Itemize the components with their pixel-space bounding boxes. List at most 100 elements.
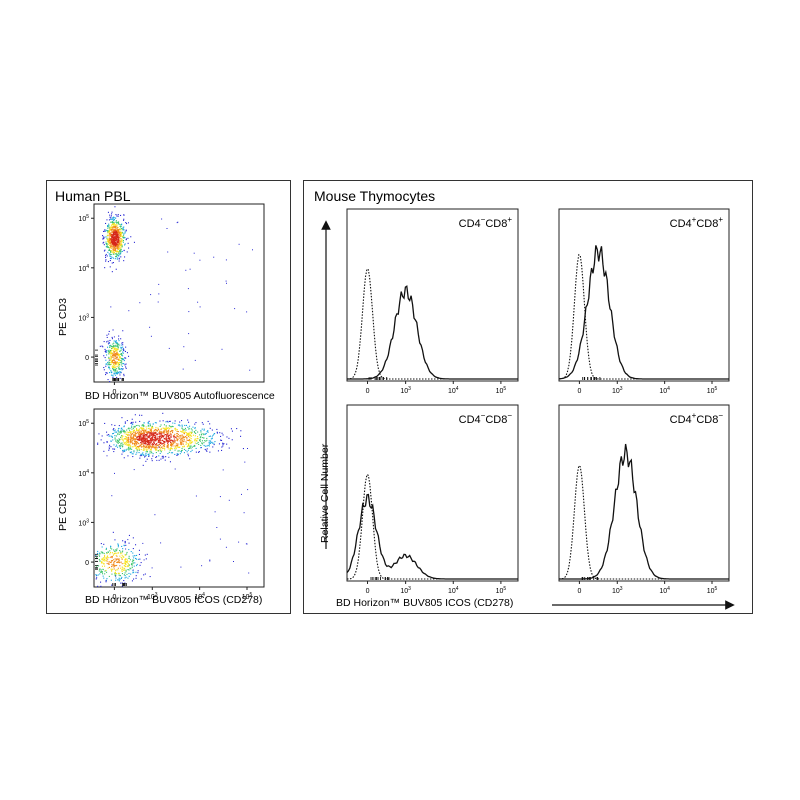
event-dot xyxy=(115,366,117,368)
event-dot xyxy=(105,547,107,549)
event-dot xyxy=(127,237,129,239)
event-dot xyxy=(111,570,113,572)
event-dot xyxy=(195,432,197,434)
event-dot xyxy=(143,454,145,456)
event-dot xyxy=(117,237,119,239)
event-dot xyxy=(152,437,154,439)
event-dot xyxy=(111,229,113,231)
event-dot xyxy=(148,445,150,447)
event-dot xyxy=(95,574,97,576)
event-dot xyxy=(113,240,115,242)
event-dot xyxy=(118,561,120,563)
event-dot xyxy=(117,250,119,252)
event-dot xyxy=(168,456,170,458)
event-dot xyxy=(117,253,119,255)
event-dot xyxy=(111,371,113,373)
event-dot xyxy=(102,575,104,577)
event-dot xyxy=(151,425,153,427)
event-dot xyxy=(194,439,196,441)
event-dot xyxy=(99,553,101,555)
event-dot xyxy=(196,440,198,442)
event-dot xyxy=(123,237,125,239)
event-dot xyxy=(115,256,117,258)
event-dot xyxy=(115,340,117,342)
event-dot xyxy=(114,437,116,439)
event-dot xyxy=(142,444,144,446)
event-dot xyxy=(119,439,121,441)
event-dot xyxy=(180,444,182,446)
event-dot xyxy=(117,348,119,350)
event-dot xyxy=(184,431,186,433)
event-dot xyxy=(158,283,160,285)
event-dot xyxy=(203,444,205,446)
event-dot xyxy=(172,432,174,434)
event-dot xyxy=(204,440,206,442)
event-dot xyxy=(109,239,111,241)
event-dot xyxy=(127,436,129,438)
event-dot xyxy=(182,437,184,439)
event-dot xyxy=(160,437,162,439)
event-dot xyxy=(117,344,119,346)
event-dot xyxy=(107,567,109,569)
event-dot xyxy=(196,438,198,440)
event-dot xyxy=(109,218,111,220)
event-dot xyxy=(108,350,110,352)
event-dot xyxy=(138,438,140,440)
event-dot xyxy=(169,440,171,442)
event-dot xyxy=(103,250,105,252)
event-dot xyxy=(103,450,105,452)
population-label: CD4+CD8+ xyxy=(670,215,724,230)
event-dot xyxy=(153,447,155,449)
event-dot xyxy=(105,351,107,353)
event-dot xyxy=(115,579,117,581)
event-dot xyxy=(125,239,127,241)
event-dot xyxy=(171,448,173,450)
event-dot xyxy=(187,426,189,428)
event-dot xyxy=(116,352,118,354)
event-dot xyxy=(122,358,124,360)
event-dot xyxy=(125,544,127,546)
event-dot xyxy=(120,241,122,243)
event-dot xyxy=(112,251,114,253)
event-dot xyxy=(138,429,140,431)
event-dot xyxy=(161,447,163,449)
event-dot xyxy=(183,432,185,434)
event-dot xyxy=(121,417,123,419)
event-dot xyxy=(107,211,109,213)
event-dot xyxy=(116,358,118,360)
event-dot xyxy=(111,548,113,550)
event-dot xyxy=(112,354,114,356)
event-dot xyxy=(115,239,117,241)
event-dot xyxy=(111,236,113,238)
event-dot xyxy=(182,368,184,370)
event-dot xyxy=(173,438,175,440)
event-dot xyxy=(109,214,111,216)
event-dot xyxy=(151,446,153,448)
event-dot xyxy=(120,360,122,362)
event-dot xyxy=(190,439,192,441)
event-dot xyxy=(122,348,124,350)
event-dot xyxy=(120,445,122,447)
event-dot xyxy=(122,342,124,344)
event-dot xyxy=(141,428,143,430)
event-dot xyxy=(189,434,191,436)
histogram-3: CD4−CD8−0 103 104 105 xyxy=(346,404,519,595)
event-dot xyxy=(141,443,143,445)
event-dot xyxy=(109,232,111,234)
event-dot xyxy=(181,434,183,436)
event-dot xyxy=(106,334,108,336)
dotplot-frame xyxy=(93,203,265,383)
event-dot xyxy=(104,350,106,352)
event-dot xyxy=(115,435,117,437)
event-dot xyxy=(125,442,127,444)
x-tick-label: 0 xyxy=(112,594,116,601)
event-dot xyxy=(123,457,125,459)
event-dot xyxy=(110,215,112,217)
event-dot xyxy=(114,225,116,227)
event-dot xyxy=(111,560,113,562)
event-dot xyxy=(113,352,115,354)
event-dot xyxy=(163,424,165,426)
event-dot xyxy=(111,242,113,244)
event-dot xyxy=(118,356,120,358)
event-dot xyxy=(143,441,145,443)
